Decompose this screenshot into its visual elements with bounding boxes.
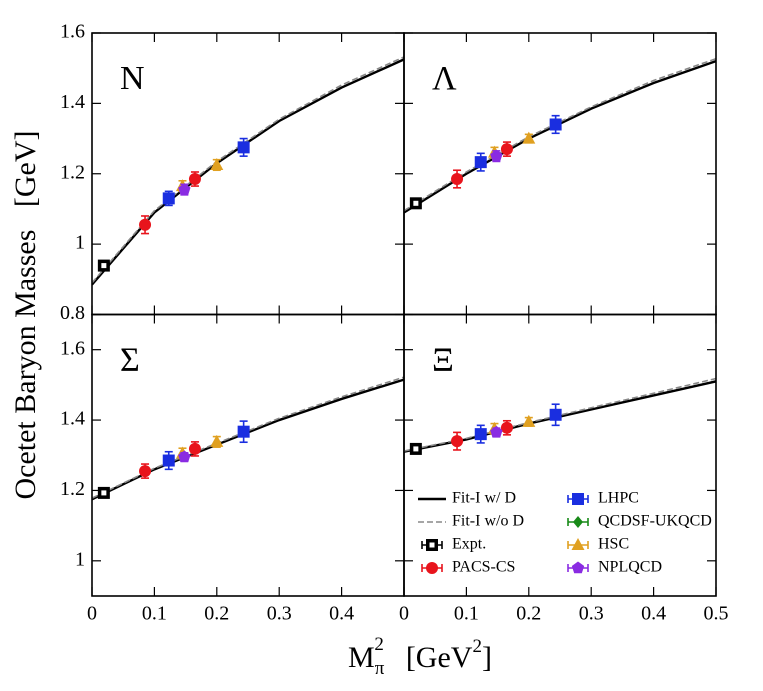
- panel-label: Λ: [432, 60, 457, 97]
- marker: [549, 408, 562, 421]
- marker: [549, 118, 562, 131]
- x-label-base: M: [348, 641, 375, 674]
- marker: [162, 454, 175, 467]
- marker-inner: [101, 263, 107, 269]
- legend-label: Fit-I w/ D: [452, 490, 516, 507]
- marker-inner: [413, 200, 419, 206]
- legend-label: Fit-I w/o D: [452, 513, 524, 530]
- marker: [571, 561, 585, 574]
- x-tick-label: 0.2: [516, 603, 541, 625]
- y-tick-label: 1.6: [60, 21, 85, 43]
- legend-label: NPLQCD: [598, 559, 662, 576]
- x-axis-label: Mπ2 [GeV2]: [348, 634, 492, 679]
- marker: [188, 173, 201, 186]
- legend-label: LHPC: [598, 490, 639, 507]
- marker: [162, 192, 175, 205]
- y-tick-label: 1.6: [60, 337, 85, 359]
- legend-label: QCDSF-UKQCD: [598, 513, 712, 530]
- marker: [572, 493, 584, 505]
- panel: 1 1.2 1.4 1.6 0 0.1 0.2 0.3 0.4 Σ: [60, 313, 405, 625]
- marker: [500, 143, 513, 156]
- legend-label: HSC: [598, 536, 629, 553]
- marker-inner: [429, 542, 435, 548]
- panel: 0.8 1 1.2 1.4 1.6 N: [60, 21, 405, 324]
- marker: [237, 141, 250, 154]
- marker: [237, 425, 250, 438]
- marker: [139, 465, 152, 478]
- x-tick-label: 0: [87, 603, 97, 625]
- panel-label: Ξ: [432, 341, 454, 378]
- fit-line: [92, 378, 404, 501]
- marker: [139, 218, 152, 231]
- x-tick-label: 0.4: [329, 603, 354, 625]
- marker-inner: [101, 490, 107, 496]
- marker: [571, 538, 585, 550]
- marker: [573, 516, 583, 528]
- y-axis-label: Ocetet Baryon Masses [GeV]: [9, 130, 42, 499]
- y-tick-label: 1.4: [60, 91, 85, 113]
- panel: 0 0.1 0.2 0.3 0.4 0.5 Ξ Fit-I w/ D Fit-I w/o D Ex…: [399, 313, 729, 625]
- x-label-unit-end: ]: [482, 641, 492, 674]
- panel: Λ: [403, 32, 717, 316]
- marker: [178, 183, 191, 195]
- marker: [474, 156, 487, 169]
- x-tick-label: 0.5: [704, 603, 729, 625]
- x-label-sub: π: [375, 658, 385, 679]
- panel-label: N: [120, 60, 145, 97]
- panel-label: Σ: [120, 341, 140, 378]
- x-label-unit: [GeV: [406, 641, 473, 674]
- marker: [490, 425, 503, 438]
- fit-line: [404, 377, 716, 452]
- marker: [451, 435, 464, 448]
- x-tick-label: 0.3: [579, 603, 604, 625]
- y-tick-label: 1.4: [60, 408, 85, 430]
- fit-line: [404, 57, 716, 212]
- marker: [522, 414, 536, 427]
- marker: [474, 428, 487, 441]
- x-tick-label: 0.2: [204, 603, 229, 625]
- legend-label: Expt.: [452, 536, 486, 553]
- marker: [500, 421, 513, 434]
- fit-line: [92, 56, 404, 284]
- x-tick-label: 0.1: [142, 603, 167, 625]
- x-tick-label: 0.1: [454, 603, 479, 625]
- legend-label: PACS-CS: [452, 559, 515, 576]
- x-tick-label: 0.4: [641, 603, 666, 625]
- marker: [490, 149, 503, 162]
- marker: [522, 131, 536, 144]
- marker-inner: [413, 446, 419, 452]
- marker: [451, 173, 464, 186]
- y-tick-label: 1: [75, 232, 85, 254]
- marker: [178, 450, 191, 463]
- marker: [210, 157, 224, 170]
- marker: [426, 562, 438, 574]
- y-tick-label: 1: [75, 548, 85, 570]
- y-tick-label: 0.8: [60, 302, 85, 324]
- x-tick-label: 0.3: [267, 603, 292, 625]
- x-tick-label: 0: [399, 603, 409, 625]
- x-label-unit-sup: 2: [472, 636, 482, 657]
- marker: [210, 434, 224, 447]
- y-tick-label: 1.2: [60, 478, 85, 500]
- x-label-sup: 2: [374, 634, 384, 655]
- plot-frame: [403, 313, 717, 597]
- marker: [188, 442, 201, 455]
- y-tick-label: 1.2: [60, 161, 85, 183]
